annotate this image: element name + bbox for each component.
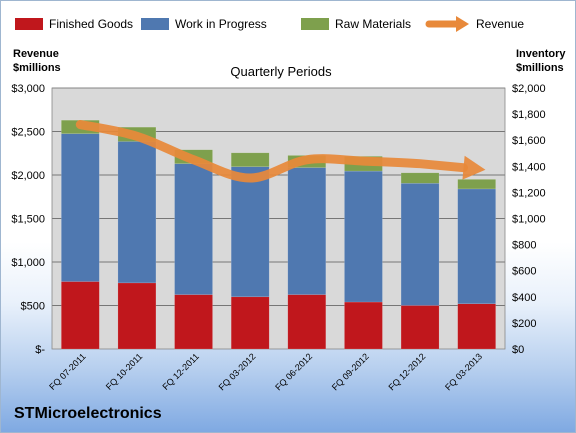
left-tick-label: $3,000: [11, 83, 45, 95]
bar-raw-materials: [457, 179, 496, 190]
left-tick-label: $2,500: [11, 127, 45, 139]
x-tick-label: FQ 06-2012: [273, 351, 314, 392]
x-tick-label: FQ 07-2011: [47, 351, 88, 392]
bar-raw-materials: [400, 172, 440, 184]
right-tick-label: $1,400: [512, 161, 546, 173]
legend-label-work-in-progress: Work in Progress: [175, 17, 267, 31]
legend-arrowhead-revenue: [456, 16, 469, 32]
legend-label-raw-materials: Raw Materials: [335, 17, 411, 31]
x-tick-label: FQ 12-2011: [160, 351, 201, 392]
right-tick-label: $1,000: [512, 214, 546, 226]
right-tick-label: $600: [512, 266, 536, 278]
right-tick-label: $1,800: [512, 109, 546, 121]
bar-raw-materials: [230, 152, 270, 167]
legend-swatch-raw-materials: [301, 18, 329, 30]
bar-finished-goods: [61, 281, 100, 350]
left-tick-label: $2,000: [11, 170, 45, 182]
right-tick-label: $0: [512, 344, 524, 356]
bar-finished-goods: [287, 294, 327, 350]
right-tick-label: $400: [512, 292, 536, 304]
bar-work-in-progress: [287, 167, 327, 295]
x-tick-label: FQ 10-2011: [104, 351, 145, 392]
right-tick-label: $1,200: [512, 187, 546, 199]
bar-work-in-progress: [174, 163, 213, 295]
legend-label-revenue: Revenue: [476, 17, 524, 31]
right-axis-title-line2: $millions: [516, 62, 564, 74]
left-tick-label: $1,000: [11, 257, 45, 269]
chart-subtitle: Quarterly Periods: [230, 64, 332, 79]
revenue-line: [75, 120, 469, 183]
left-tick-label: $1,500: [11, 214, 45, 226]
bar-work-in-progress: [344, 170, 383, 303]
bar-work-in-progress: [457, 188, 496, 305]
company-name: STMicroelectronics: [14, 405, 162, 422]
bar-finished-goods: [457, 303, 496, 350]
left-tick-label: $500: [21, 301, 45, 313]
x-tick-label: FQ 03-2012: [217, 351, 258, 392]
legend-label-finished-goods: Finished Goods: [49, 17, 133, 31]
left-tick-label: $-: [35, 344, 45, 356]
right-tick-label: $800: [512, 240, 536, 252]
bar-work-in-progress: [230, 166, 270, 298]
bar-finished-goods: [117, 282, 157, 350]
bar-finished-goods: [400, 305, 440, 350]
right-axis-title-line1: Inventory: [516, 48, 566, 60]
left-axis-title-line1: Revenue: [13, 48, 59, 60]
revenue-arrowhead: [462, 155, 486, 180]
legend-swatch-finished-goods: [15, 18, 43, 30]
legend: Finished Goods Work in Progress Raw Materi…: [15, 16, 524, 32]
right-tick-label: $200: [512, 318, 536, 330]
bar-work-in-progress: [61, 133, 100, 282]
bar-finished-goods: [344, 301, 383, 350]
plot-border: [51, 87, 506, 350]
plot-area: $- $500 $1,000 $1,500 $2,000 $2,500 $3,000 $0 $2…: [11, 83, 545, 392]
legend-swatch-work-in-progress: [141, 18, 169, 30]
x-tick-label: FQ 09-2012: [330, 351, 371, 392]
left-axis-title-line2: $millions: [13, 62, 61, 74]
bar-finished-goods: [230, 296, 270, 350]
bar-finished-goods: [174, 294, 213, 350]
bar-work-in-progress: [117, 141, 157, 284]
bar-work-in-progress: [400, 183, 440, 306]
right-tick-label: $1,600: [512, 135, 546, 147]
x-tick-label: FQ 12-2012: [386, 351, 427, 392]
x-tick-label: FQ 03-2013: [443, 351, 484, 392]
right-tick-label: $2,000: [512, 83, 546, 95]
